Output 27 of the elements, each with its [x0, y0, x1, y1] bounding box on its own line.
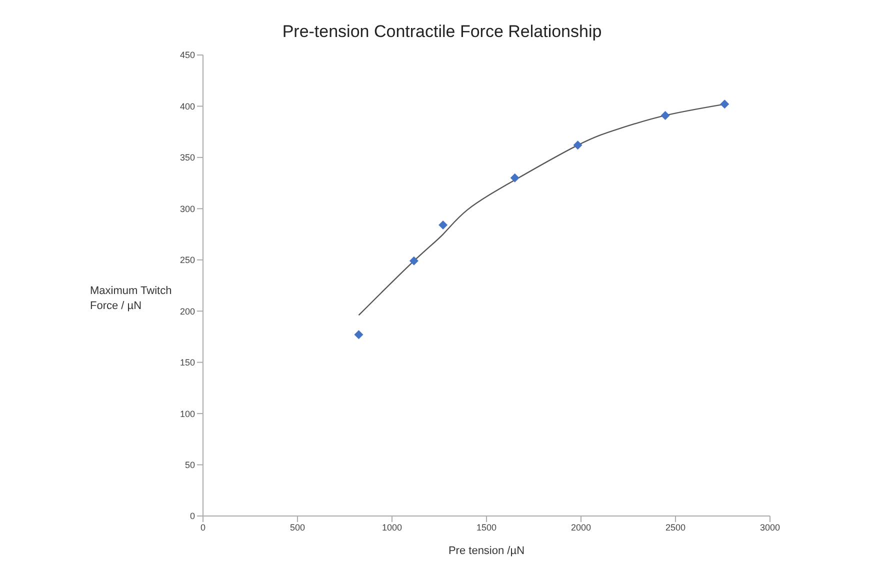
- y-tick-label: 50: [184, 460, 195, 470]
- y-tick-label: 350: [180, 152, 195, 163]
- y-tick-label: 150: [180, 358, 195, 368]
- y-tick-label: 100: [180, 408, 195, 419]
- x-tick-label: 1000: [382, 522, 402, 532]
- point: [573, 140, 582, 150]
- x-tick-label: 2000: [570, 522, 592, 532]
- x-tick-label: 1500: [476, 522, 497, 532]
- point: [438, 220, 448, 230]
- x-axis-title: Pre tension /µN: [448, 545, 525, 557]
- y-tick-label: 250: [180, 255, 195, 266]
- chart-title: Pre-tension Contractile Force Relationship: [281, 22, 603, 42]
- x-tick-label: 3000: [760, 522, 780, 532]
- x-tick-label: 500: [290, 522, 306, 532]
- point: [409, 256, 418, 266]
- y-tick-label: 450: [180, 50, 195, 60]
- y-tick-label: 200: [180, 306, 195, 316]
- point: [354, 330, 364, 340]
- y-tick-label: 0: [190, 511, 195, 522]
- x-tick-label: 0: [200, 522, 206, 532]
- x-tick-label: 2500: [665, 522, 686, 532]
- y-axis-title: Maximum Twitch Force / µN: [90, 285, 172, 312]
- point: [660, 110, 670, 120]
- point: [720, 100, 730, 109]
- y-tick-label: 300: [180, 204, 195, 214]
- point: [510, 173, 520, 182]
- y-tick-label: 400: [180, 101, 195, 112]
